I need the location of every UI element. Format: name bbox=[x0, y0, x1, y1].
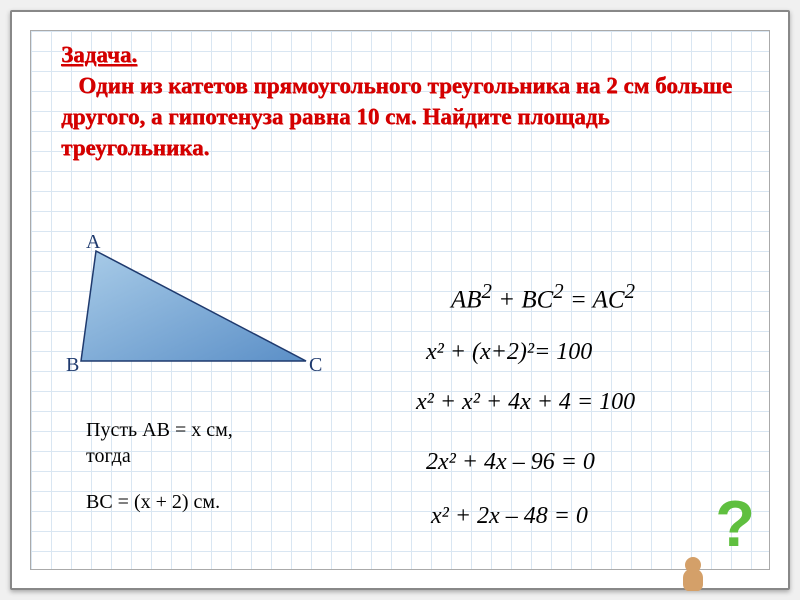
question-mark-icon: ? bbox=[715, 486, 755, 561]
setup-line3: BC = (x + 2) см. bbox=[86, 491, 220, 514]
vertex-c: C bbox=[309, 354, 322, 377]
formula-eq2: x² + x² + 4x + 4 = 100 bbox=[416, 389, 635, 416]
triangle-diagram: A B C bbox=[71, 236, 331, 386]
formula-eq1: x² + (x+2)²= 100 bbox=[426, 339, 592, 366]
formula-eq4: x² + 2x – 48 = 0 bbox=[431, 503, 588, 530]
setup-line2: тогда bbox=[86, 445, 131, 468]
vertex-a: A bbox=[86, 231, 100, 254]
formula-pythagoras: AB2 + BC2 = AC2 bbox=[451, 279, 635, 314]
problem-body-text: Один из катетов прямоугольного треугольн… bbox=[61, 73, 732, 160]
triangle-svg bbox=[71, 236, 331, 386]
problem-body: Один из катетов прямоугольного треугольн… bbox=[61, 73, 732, 160]
problem-title: Задача. bbox=[61, 42, 137, 67]
grid-board: Задача. Один из катетов прямоугольного т… bbox=[30, 30, 770, 570]
formula-eq3: 2x² + 4x – 96 = 0 bbox=[426, 449, 595, 476]
setup-line1: Пусть AB = x см, bbox=[86, 419, 233, 442]
vertex-b: B bbox=[66, 354, 79, 377]
problem-text-block: Задача. Один из катетов прямоугольного т… bbox=[61, 39, 749, 163]
board-frame: Задача. Один из катетов прямоугольного т… bbox=[10, 10, 790, 590]
